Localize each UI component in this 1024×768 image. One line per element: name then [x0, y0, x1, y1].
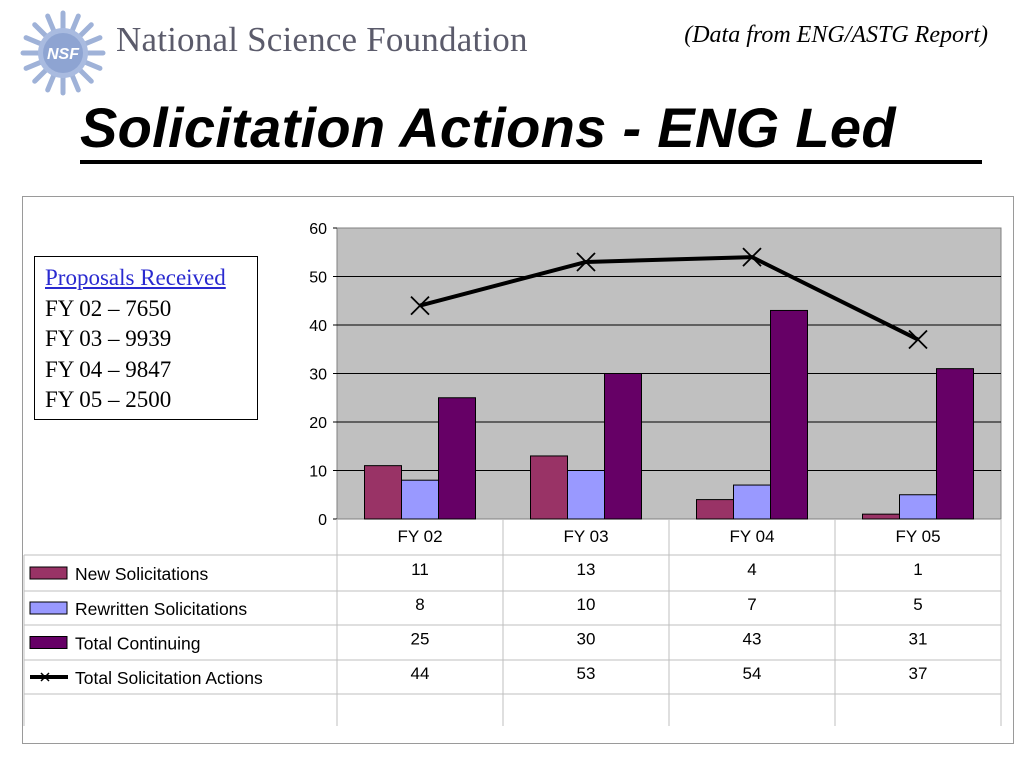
legend-swatch	[29, 566, 68, 580]
point-marker	[576, 252, 596, 272]
table-cell: 10	[577, 595, 596, 614]
logo-ray	[77, 22, 94, 39]
bar	[567, 470, 605, 520]
table-cell: 43	[743, 630, 762, 649]
bar	[733, 484, 771, 520]
series-line	[419, 255, 919, 342]
bar	[530, 455, 568, 520]
slide-title: Solicitation Actions - ENG Led	[80, 96, 896, 159]
bar	[770, 309, 808, 520]
table-cell: 37	[909, 664, 928, 683]
logo-ray	[32, 67, 49, 84]
category-label: FY 02	[397, 527, 442, 546]
table-cell: 13	[577, 560, 596, 579]
org-name: National Science Foundation	[116, 20, 528, 59]
point-marker	[410, 295, 430, 316]
logo-ray	[77, 67, 94, 84]
table-cell: 1	[913, 560, 922, 579]
legend-label: Total Continuing	[75, 634, 201, 654]
legend-marker	[40, 672, 50, 682]
table-cell: 53	[577, 664, 596, 683]
logo-ray	[69, 72, 81, 93]
table-cell: 4	[747, 560, 756, 579]
category-label: FY 04	[729, 527, 774, 546]
table-cell: 31	[909, 630, 928, 649]
proposals-received-box: Proposals Received FY 02 – 7650 FY 03 – …	[34, 256, 258, 420]
y-tick-label: 30	[309, 367, 327, 384]
table-cell: 11	[411, 560, 429, 579]
y-tick-label: 60	[309, 221, 327, 238]
bar	[862, 513, 900, 520]
logo-ray	[23, 35, 44, 47]
nsf-logo: NSF	[20, 10, 106, 96]
y-tick-label: 50	[309, 270, 327, 287]
logo-ray	[82, 35, 103, 47]
legend-swatch	[29, 601, 68, 615]
logo-ray	[45, 72, 57, 93]
y-tick-label: 0	[318, 512, 327, 529]
table-cell: 30	[577, 630, 596, 649]
proposals-line: FY 02 – 7650	[45, 295, 172, 321]
y-tick-label: 10	[309, 464, 327, 481]
bar	[936, 368, 974, 520]
table-cell: 25	[411, 630, 430, 649]
table-cell: 7	[747, 595, 756, 614]
proposals-line: FY 03 – 9939	[45, 326, 172, 351]
logo-text: NSF	[47, 46, 80, 63]
bar	[401, 479, 439, 520]
bar	[364, 465, 402, 520]
y-tick-label: 20	[309, 415, 327, 432]
logo-ray	[32, 22, 49, 39]
table-cell: 8	[415, 595, 424, 614]
category-label: FY 05	[895, 527, 940, 546]
legend-swatch	[29, 636, 68, 649]
bar	[696, 499, 734, 520]
proposals-received-title[interactable]: Proposals Received	[45, 265, 226, 290]
legend-label: Total Solicitation Actions	[75, 668, 263, 688]
bar	[604, 373, 642, 520]
logo-ray	[82, 59, 103, 71]
y-tick-label: 40	[309, 318, 327, 335]
table-cell: 54	[743, 664, 762, 683]
source-note: (Data from ENG/ASTG Report)	[684, 22, 988, 48]
category-label: FY 03	[563, 527, 608, 546]
logo-ray	[69, 13, 81, 34]
title-underline	[80, 160, 982, 164]
point-marker	[742, 247, 762, 267]
proposals-line: FY 05 – 2500	[45, 387, 172, 412]
point-marker	[908, 329, 928, 350]
legend-label: Rewritten Solicitations	[75, 599, 247, 619]
bar	[438, 397, 476, 520]
legend-label: New Solicitations	[75, 564, 208, 584]
proposals-line: FY 04 – 9847	[45, 356, 172, 382]
logo-ray	[45, 13, 57, 34]
table-cell: 5	[913, 595, 922, 614]
table-cell: 44	[411, 664, 430, 683]
bar	[899, 494, 937, 520]
logo-ray	[23, 59, 44, 71]
